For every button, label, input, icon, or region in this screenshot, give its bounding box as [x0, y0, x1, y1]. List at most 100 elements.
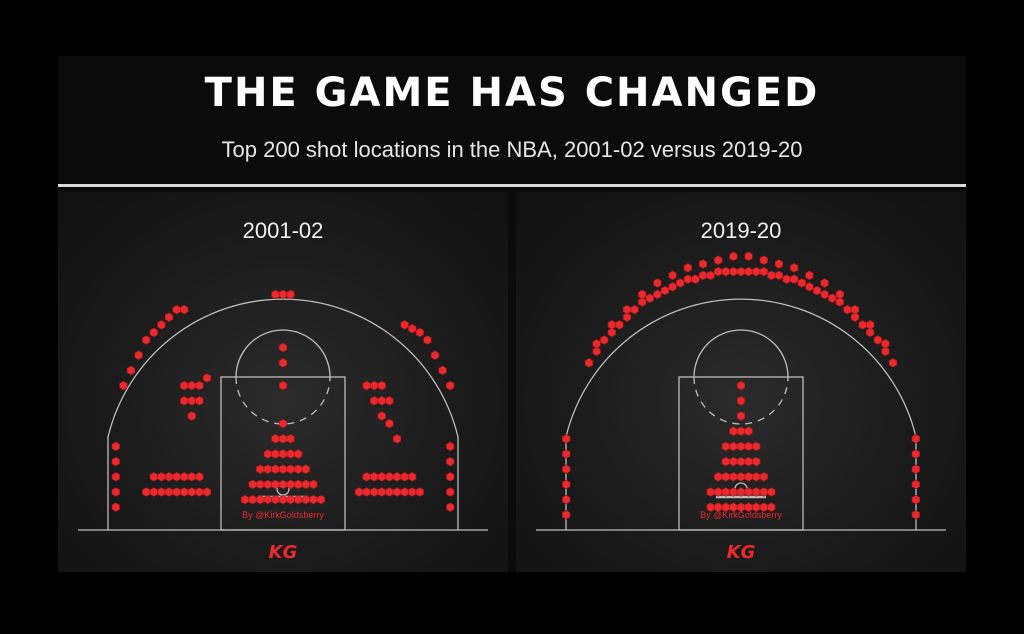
shot-hex: [263, 464, 272, 474]
shot-hex: [562, 449, 571, 459]
shot-hex: [911, 464, 920, 474]
shot-hex: [149, 472, 158, 482]
shot-hex: [278, 380, 288, 391]
shot-hex: [301, 464, 310, 474]
shot-hex: [149, 487, 158, 497]
shot-hex: [721, 456, 730, 467]
shot-hex: [240, 494, 250, 505]
shot-hex: [645, 293, 654, 303]
shot-hex: [157, 487, 166, 497]
shot-hex: [881, 346, 890, 357]
shot-hex: [423, 335, 432, 345]
shot-hex: [600, 335, 609, 345]
shot-hex: [736, 411, 746, 421]
shot-hex: [256, 464, 265, 474]
shot-hex: [392, 434, 402, 444]
shot-hex: [271, 494, 280, 505]
shot-hex: [362, 380, 371, 391]
shot-hex: [187, 487, 196, 497]
shot-hex: [271, 464, 280, 474]
lane: [220, 376, 346, 531]
shot-hex: [446, 502, 455, 512]
subtitle: Top 200 shot locations in the NBA, 2001-…: [221, 137, 803, 162]
shot-hex: [286, 434, 295, 444]
shot-hex: [805, 270, 814, 281]
shot-hex: [729, 266, 738, 277]
kg-logo: KG: [269, 542, 298, 563]
shot-hex: [278, 342, 288, 353]
shot-hex: [774, 259, 784, 269]
shot-hex: [111, 502, 120, 512]
credit-text: By @KirkGoldsberry: [242, 510, 324, 520]
shot-hex: [278, 289, 288, 300]
shot-hex: [377, 472, 386, 482]
shot-hex: [721, 441, 730, 452]
shot-hex: [195, 380, 204, 391]
shot-hex: [400, 487, 409, 497]
three-point-arc: [107, 298, 459, 438]
shot-hex: [377, 396, 386, 406]
shot-hex: [180, 396, 189, 406]
kg-logo: KG: [727, 542, 756, 563]
shot-hex: [744, 472, 753, 482]
shot-hex: [271, 449, 280, 459]
shot-hex: [385, 487, 394, 497]
shot-hex: [691, 274, 700, 284]
credit-text: By @KirkGoldsberry: [700, 510, 782, 520]
shot-hex: [721, 266, 730, 277]
shot-hex: [736, 426, 746, 436]
shot-hex: [157, 472, 166, 482]
shot-hex: [866, 327, 875, 338]
shot-hex: [286, 479, 295, 490]
shot-hex: [911, 449, 920, 459]
shot-hex: [271, 434, 280, 444]
shot-chart-2001-02: By @KirkGoldsberry KG: [78, 289, 488, 563]
shot-hex: [385, 472, 394, 482]
shot-hex: [392, 487, 402, 497]
shot-chart-2019-20: By @KirkGoldsberry KG: [536, 251, 946, 563]
shot-hex: [278, 449, 288, 459]
shot-hex: [286, 464, 295, 474]
shot-hex: [562, 479, 571, 490]
shot-hex: [729, 441, 738, 452]
title-divider: [58, 184, 966, 187]
shot-hex: [562, 464, 571, 474]
shot-hex: [263, 494, 272, 505]
shot-hex: [820, 289, 829, 300]
shot-hex: [721, 472, 730, 482]
shot-hex: [370, 487, 379, 497]
shot-hex: [286, 494, 295, 505]
shot-hexes: [111, 289, 455, 512]
court-chart-2019-20: 2019-20 By @KirkGoldsberry KG: [516, 192, 966, 572]
shot-hex: [714, 255, 723, 265]
shot-hex: [736, 441, 746, 452]
shot-hex: [309, 479, 318, 490]
shot-hex: [668, 282, 677, 292]
shot-hex: [187, 396, 196, 406]
shot-hex: [676, 278, 685, 288]
shot-hex: [111, 472, 120, 482]
shot-hex: [119, 380, 128, 391]
shot-hex: [278, 464, 288, 474]
shot-hex: [446, 441, 455, 452]
shot-hex: [812, 285, 822, 296]
shot-hex: [408, 472, 417, 482]
shot-hex: [767, 487, 776, 497]
shot-hex: [607, 320, 616, 330]
shot-hex: [714, 472, 723, 482]
shot-hex: [622, 312, 632, 322]
shot-hex: [202, 487, 212, 497]
shot-hex: [736, 266, 746, 277]
shot-hex: [584, 358, 594, 368]
shot-hex: [911, 494, 920, 505]
shot-hex: [752, 456, 761, 467]
shot-hex: [256, 494, 265, 505]
shot-hex: [736, 472, 746, 482]
shot-hex: [866, 320, 875, 330]
shot-hex: [180, 472, 189, 482]
shot-hex: [294, 449, 303, 459]
shot-hex: [354, 487, 364, 497]
shot-hex: [592, 346, 601, 357]
shot-hex: [415, 487, 424, 497]
shot-hex: [278, 418, 288, 429]
